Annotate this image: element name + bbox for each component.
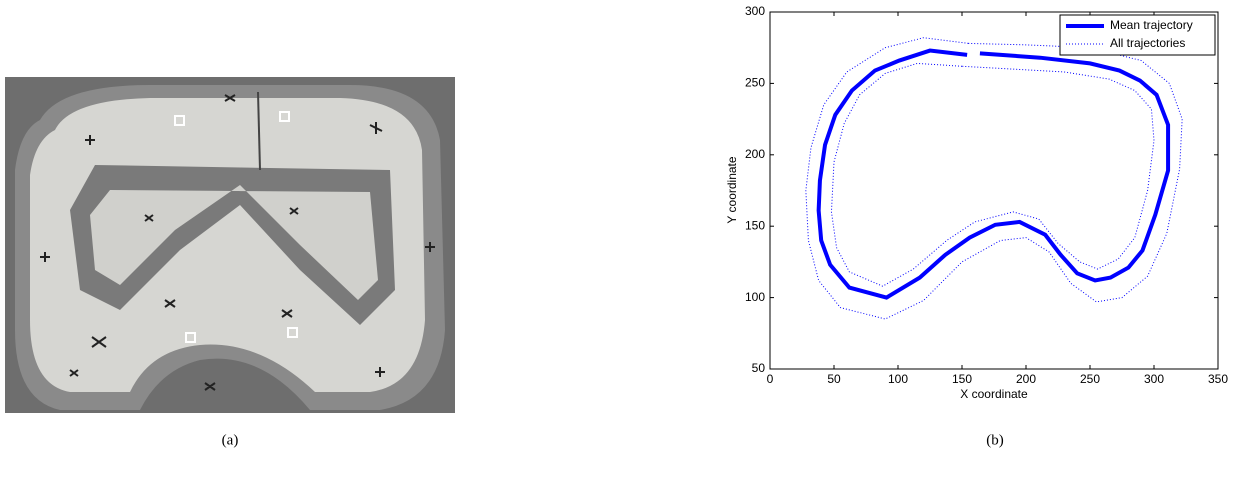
x-tick-label: 250	[1080, 372, 1100, 386]
caption: (a)	[222, 432, 239, 448]
y-tick-label: 100	[745, 290, 765, 304]
y-tick-label: 200	[745, 147, 765, 161]
x-tick-label: 0	[767, 372, 774, 386]
trajectory	[816, 48, 1171, 300]
trajectory	[805, 37, 1183, 320]
legend-label: All trajectories	[1110, 36, 1185, 50]
x-tick-label: 200	[1016, 372, 1036, 386]
y-tick-label: 50	[752, 361, 766, 375]
photo	[5, 77, 455, 413]
x-tick-label: 150	[952, 372, 972, 386]
caption: (b)	[986, 432, 1004, 448]
plot-frame	[769, 11, 1219, 370]
legend-label: Mean trajectory	[1110, 18, 1193, 32]
legend-box	[1059, 14, 1216, 56]
trajectory	[830, 62, 1155, 287]
y-tick-label: 300	[745, 4, 765, 18]
x-tick-label: 100	[888, 372, 908, 386]
y-tick-label: 150	[745, 218, 765, 232]
y-axis-label: Y coordinate	[725, 156, 739, 223]
x-tick-label: 350	[1208, 372, 1228, 386]
x-tick-label: 50	[827, 372, 841, 386]
x-axis-label: X coordinate	[960, 387, 1028, 401]
x-tick-label: 300	[1144, 372, 1164, 386]
y-tick-label: 250	[745, 76, 765, 90]
